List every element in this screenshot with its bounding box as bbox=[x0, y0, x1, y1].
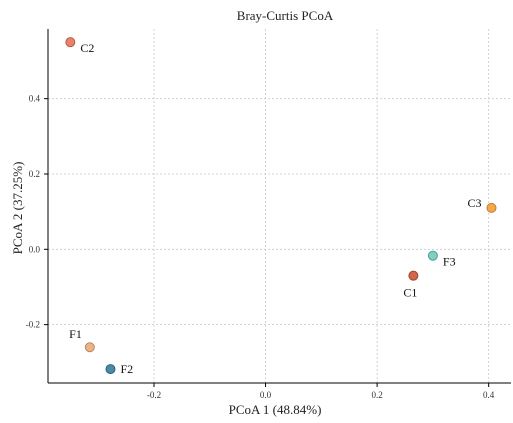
y-tick-label: -0.2 bbox=[26, 320, 40, 330]
points-layer: C2 C3 F3 C1 F1 F2 bbox=[66, 38, 496, 376]
x-tick-label: 0.2 bbox=[371, 390, 382, 400]
point-label-f1: F1 bbox=[69, 327, 82, 341]
grid-layer bbox=[48, 29, 511, 383]
y-axis-label: PCoA 2 (37.25%) bbox=[10, 162, 25, 255]
x-tick-label: 0.4 bbox=[483, 390, 495, 400]
data-point-c1 bbox=[409, 271, 418, 280]
point-label-c3: C3 bbox=[467, 196, 481, 210]
data-point-c3 bbox=[487, 203, 496, 212]
y-tick-label: 0.4 bbox=[29, 94, 41, 104]
y-tick-label: 0.2 bbox=[29, 169, 40, 179]
axes-layer bbox=[48, 29, 511, 383]
x-tick-label: -0.2 bbox=[147, 390, 161, 400]
x-tick-label: 0.0 bbox=[260, 390, 272, 400]
point-label-c2: C2 bbox=[80, 41, 94, 55]
data-point-f2 bbox=[106, 365, 115, 374]
ticks-layer: -0.2 0.0 0.2 0.4 -0.2 0.0 0.2 0.4 bbox=[26, 94, 495, 400]
point-label-c1: C1 bbox=[403, 286, 417, 300]
y-tick-label: 0.0 bbox=[29, 244, 41, 254]
chart-title: Bray-Curtis PCoA bbox=[237, 8, 334, 23]
data-point-f3 bbox=[428, 251, 437, 260]
x-axis-label: PCoA 1 (48.84%) bbox=[229, 402, 322, 417]
data-point-c2 bbox=[66, 38, 75, 47]
data-point-f1 bbox=[85, 343, 94, 352]
point-label-f2: F2 bbox=[120, 362, 133, 376]
point-label-f3: F3 bbox=[443, 255, 456, 269]
